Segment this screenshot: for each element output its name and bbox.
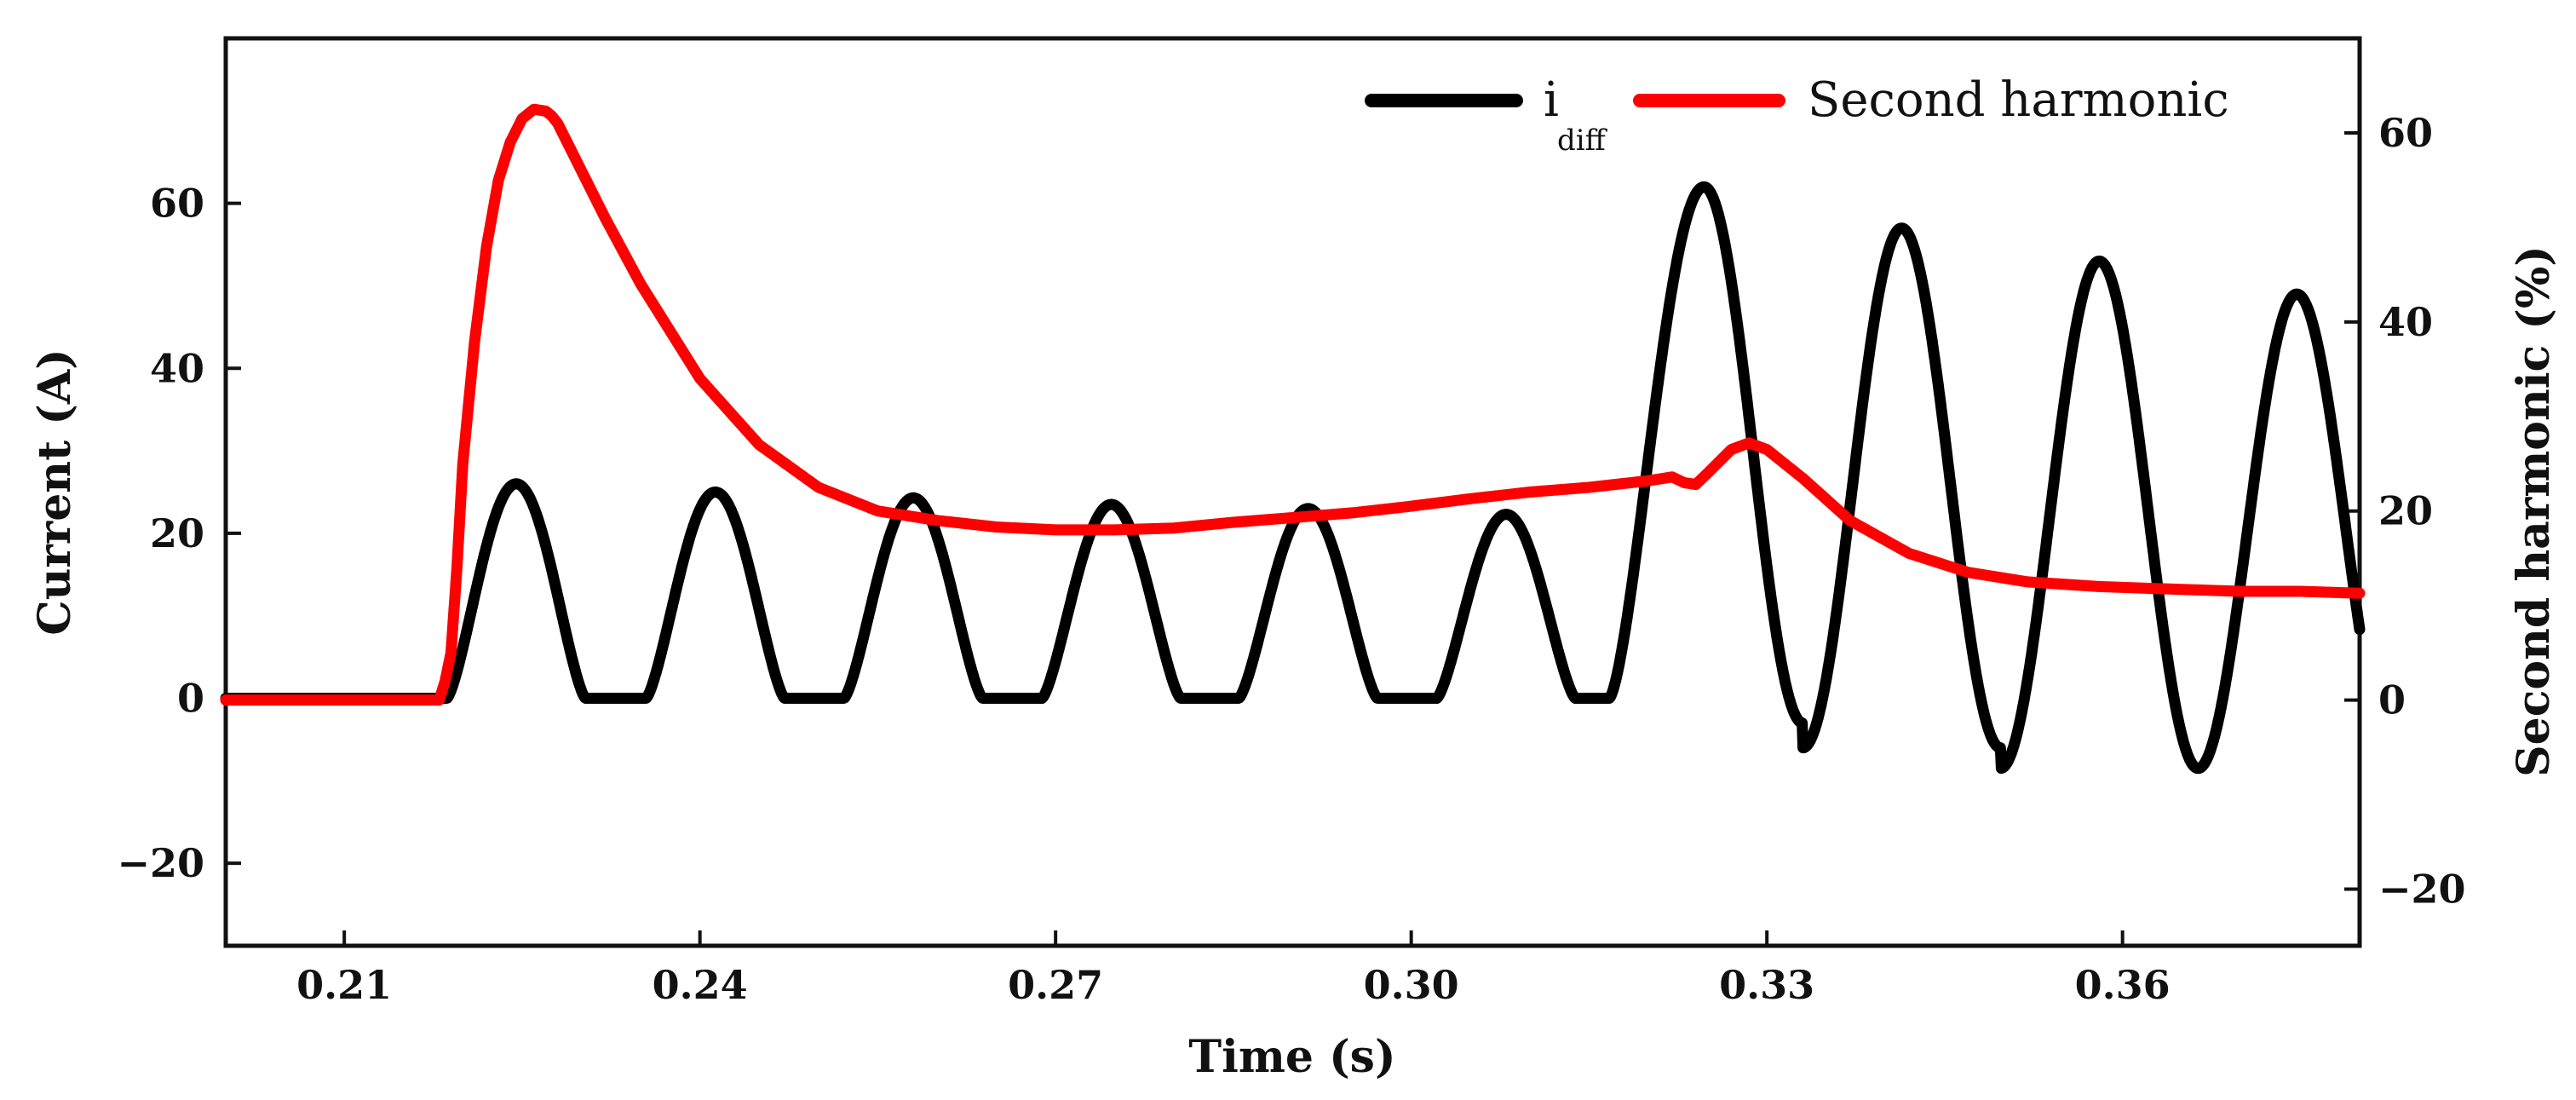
x-tick-label: 0.27 xyxy=(1008,962,1103,1008)
plot-frame xyxy=(223,36,2362,948)
x-axis-title: Time (s) xyxy=(1188,1031,1395,1083)
y-right-tick-label: −20 xyxy=(2378,866,2466,912)
x-tick-label: 0.33 xyxy=(1719,962,1814,1008)
y-right-tick-label: 60 xyxy=(2378,110,2433,156)
x-tick-label: 0.24 xyxy=(653,962,748,1008)
series-line-second-harmonic xyxy=(220,103,2366,706)
y-left-tick-label: 60 xyxy=(150,181,204,227)
legend-label-idiff-subscript: diff xyxy=(1557,124,1608,158)
y-left-tick-label: 40 xyxy=(150,345,204,391)
y-left-axis-title: Current (A) xyxy=(29,348,81,636)
y-left-tick-label: −20 xyxy=(117,840,204,886)
x-tick-label: 0.36 xyxy=(2075,962,2171,1008)
series-layer xyxy=(220,103,2366,775)
y-right-tick-label: 20 xyxy=(2378,488,2433,534)
y-right-tick-label: 40 xyxy=(2378,299,2433,345)
y-left-tick-label: 0 xyxy=(177,676,204,722)
x-tick-label: 0.30 xyxy=(1364,962,1459,1008)
y-left-tick-label: 20 xyxy=(150,510,204,556)
legend-label-second-harmonic: Second harmonic xyxy=(1808,72,2229,128)
legend: i diff Second harmonic xyxy=(1365,72,2229,158)
y-right-tick-label: 0 xyxy=(2378,677,2406,723)
legend-label-idiff: i xyxy=(1544,72,1559,128)
ticks-layer: 0.21 0.24 0.27 0.30 0.33 0.36 −20 0 20 40 60 −20 0 20… xyxy=(117,110,2465,1008)
series-line-idiff xyxy=(220,181,2366,775)
x-tick-label: 0.21 xyxy=(296,962,392,1008)
y-right-axis-title: Second harmonic (%) xyxy=(2508,245,2560,777)
